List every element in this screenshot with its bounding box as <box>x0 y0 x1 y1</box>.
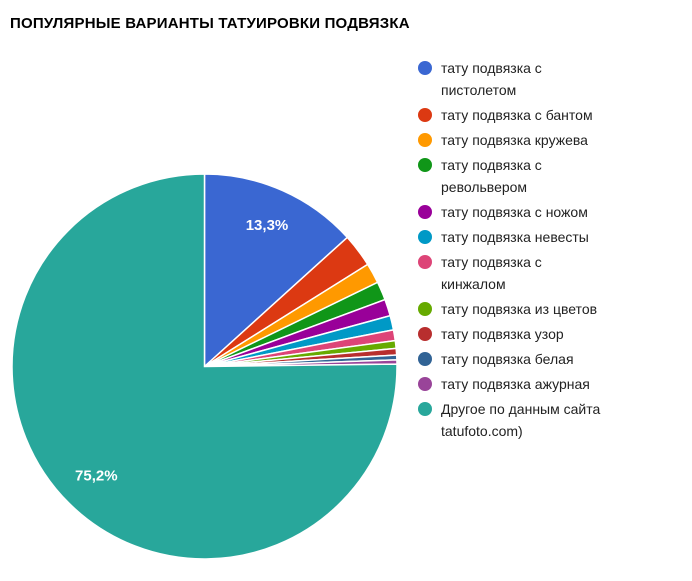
legend-item-label: Другое по данным сайта tatufoto.com) <box>441 401 601 439</box>
legend-item-label: тату подвязка узор <box>441 326 564 342</box>
legend-item-label: тату подвязка ажурная <box>441 376 590 392</box>
legend-item-label: тату подвязка белая <box>441 351 574 367</box>
legend-item-9: тату подвязка узор <box>418 323 678 345</box>
legend: тату подвязка с пистолетом тату подвязка с… <box>418 57 678 445</box>
legend-color-dot <box>418 327 432 341</box>
legend-color-dot <box>418 108 432 122</box>
legend-color-dot <box>418 302 432 316</box>
legend-item-4: тату подвязка с револьвером <box>418 154 678 198</box>
legend-color-dot <box>418 255 432 269</box>
legend-item-label: тату подвязка с пистолетом <box>441 60 542 98</box>
pie-slice-12[interactable] <box>11 173 398 560</box>
legend-color-dot <box>418 205 432 219</box>
legend-color-dot <box>418 377 432 391</box>
legend-color-dot <box>418 61 432 75</box>
legend-item-11: тату подвязка ажурная <box>418 373 678 395</box>
legend-item-12: Другое по данным сайта tatufoto.com) <box>418 398 678 442</box>
legend-item-label: тату подвязка с бантом <box>441 107 593 123</box>
legend-item-5: тату подвязка с ножом <box>418 201 678 223</box>
legend-item-8: тату подвязка из цветов <box>418 298 678 320</box>
legend-color-dot <box>418 230 432 244</box>
legend-color-dot <box>418 158 432 172</box>
slice-percent-label: 13,3% <box>246 217 289 234</box>
legend-item-10: тату подвязка белая <box>418 348 678 370</box>
legend-item-label: тату подвязка невесты <box>441 229 589 245</box>
slice-percent-label: 75,2% <box>75 468 118 485</box>
legend-item-3: тату подвязка кружева <box>418 129 678 151</box>
legend-item-label: тату подвязка с кинжалом <box>441 254 542 292</box>
legend-color-dot <box>418 402 432 416</box>
legend-color-dot <box>418 352 432 366</box>
legend-item-6: тату подвязка невесты <box>418 226 678 248</box>
legend-color-dot <box>418 133 432 147</box>
chart-title: ПОПУЛЯРНЫЕ ВАРИАНТЫ ТАТУИРОВКИ ПОДВЯЗКА <box>10 15 410 32</box>
legend-item-7: тату подвязка с кинжалом <box>418 251 678 295</box>
pie-chart: 13,3% 75,2% <box>11 173 398 560</box>
legend-item-label: тату подвязка с ножом <box>441 204 588 220</box>
legend-item-1: тату подвязка с пистолетом <box>418 57 678 101</box>
legend-item-label: тату подвязка кружева <box>441 132 588 148</box>
pie-slice-1[interactable] <box>203 173 349 369</box>
legend-item-label: тату подвязка с револьвером <box>441 157 542 195</box>
legend-item-label: тату подвязка из цветов <box>441 301 598 317</box>
legend-item-2: тату подвязка с бантом <box>418 104 678 126</box>
